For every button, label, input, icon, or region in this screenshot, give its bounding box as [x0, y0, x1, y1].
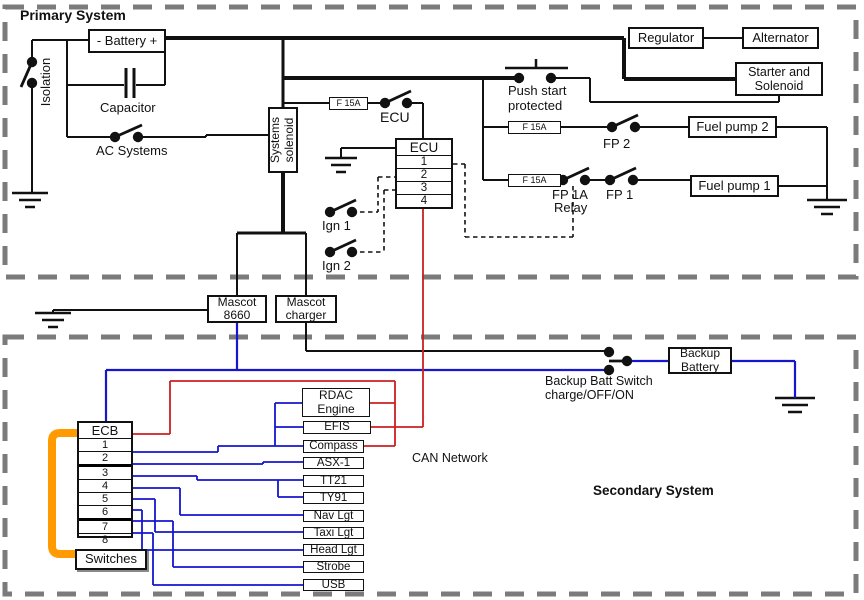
switch-contacts	[26, 56, 641, 376]
battery-box: - Battery +	[88, 29, 166, 53]
systems-solenoid-box	[268, 107, 298, 173]
ac-systems-label: AC Systems	[96, 143, 168, 158]
mascot-8660-box: Mascot 8660	[207, 295, 267, 323]
fuse-ecu: F 15A	[329, 97, 368, 110]
switches-box: Switches	[75, 549, 147, 570]
ecu-pin-3: 3	[397, 181, 451, 194]
mascot-charger-box: Mascot charger	[275, 295, 337, 323]
starter-solenoid-box: Starter and Solenoid	[735, 62, 823, 96]
capacitor-symbol	[124, 68, 136, 98]
ecb-pin-8: 8	[79, 533, 131, 546]
isolation-label: Isolation	[37, 57, 53, 107]
ecb-pin-3: 3	[79, 464, 131, 479]
ecb-pin-4: 4	[79, 479, 131, 492]
switches-harness-wire	[48, 429, 81, 558]
fuel-pump-1-box: Fuel pump 1	[690, 175, 779, 197]
device-box-rdac-engine: RDAC Engine	[302, 388, 370, 417]
ecb-connector-title: ECB	[79, 423, 131, 439]
device-box-strobe: Strobe	[303, 561, 364, 573]
ecb-pin-1: 1	[101, 439, 109, 451]
alternator-box: Alternator	[742, 27, 819, 49]
ground-isolation	[12, 191, 48, 209]
ecb-pin-2: 2	[79, 451, 131, 464]
backup-switch-label: Backup Batt Switch	[545, 374, 653, 388]
fuse-fp2: F 15A	[508, 121, 561, 134]
device-box-head-lgt: Head Lgt	[303, 544, 364, 556]
backup-switch-modes-label: charge/OFF/ON	[545, 388, 634, 402]
fuel-pump-2-box: Fuel pump 2	[688, 116, 777, 138]
ign1-label: Ign 1	[322, 218, 351, 233]
push-button-symbol	[505, 59, 568, 70]
can-network-label: CAN Network	[412, 451, 488, 465]
ground-fuel-pumps	[807, 198, 847, 216]
device-box-efis: EFIS	[303, 421, 371, 434]
ecu-pin-2: 2	[397, 168, 451, 181]
ecu-pin-1: 1	[420, 156, 428, 168]
device-box-tt21: TT21	[303, 475, 364, 487]
ecu-connector-title: ECU	[397, 140, 451, 156]
primary-system-title: Primary System	[20, 7, 126, 23]
ecb-pin-5: 5	[79, 492, 131, 505]
secondary-system-title: Secondary System	[593, 483, 714, 498]
ground-symbols	[12, 156, 847, 414]
ground-mascot	[35, 311, 71, 329]
regulator-box: Regulator	[628, 27, 704, 49]
ecu-pin-4: 4	[397, 194, 451, 207]
secondary-system-border	[2, 334, 859, 597]
ground-ecu	[325, 156, 357, 174]
systems-solenoid-label: Systems solenoid	[268, 117, 296, 164]
fp1a-relay-label: Relay	[554, 200, 588, 215]
push-start-label: Push start protected	[508, 83, 567, 113]
device-box-asx-1: ASX-1	[303, 457, 364, 469]
ground-backup-battery	[775, 396, 815, 414]
fuse-fp1: F 15A	[508, 174, 561, 187]
backup-battery-box: Backup Battery	[668, 346, 732, 374]
blue-wires	[104, 323, 797, 586]
fp2-label: FP 2	[603, 136, 631, 151]
device-box-usb: USB	[303, 579, 364, 591]
primary-system-border	[2, 4, 859, 280]
ign2-label: Ign 2	[322, 258, 351, 273]
fp1a-label: FP 1A	[552, 187, 588, 202]
black-wires	[19, 36, 828, 363]
can-network-wires	[133, 209, 424, 447]
ecu-switch-label: ECU	[380, 109, 410, 125]
device-box-ty91: TY91	[303, 492, 364, 504]
switch-blades	[19, 61, 639, 363]
fp1-label: FP 1	[606, 187, 634, 202]
device-box-nav-lgt: Nav Lgt	[303, 510, 364, 522]
ecb-pin-6: 6	[79, 505, 131, 518]
ecb-pin-7: 7	[79, 518, 131, 533]
capacitor-label: Capacitor	[100, 100, 156, 115]
device-box-taxi-lgt: Taxi Lgt	[303, 527, 364, 539]
device-box-compass: Compass	[303, 440, 364, 453]
